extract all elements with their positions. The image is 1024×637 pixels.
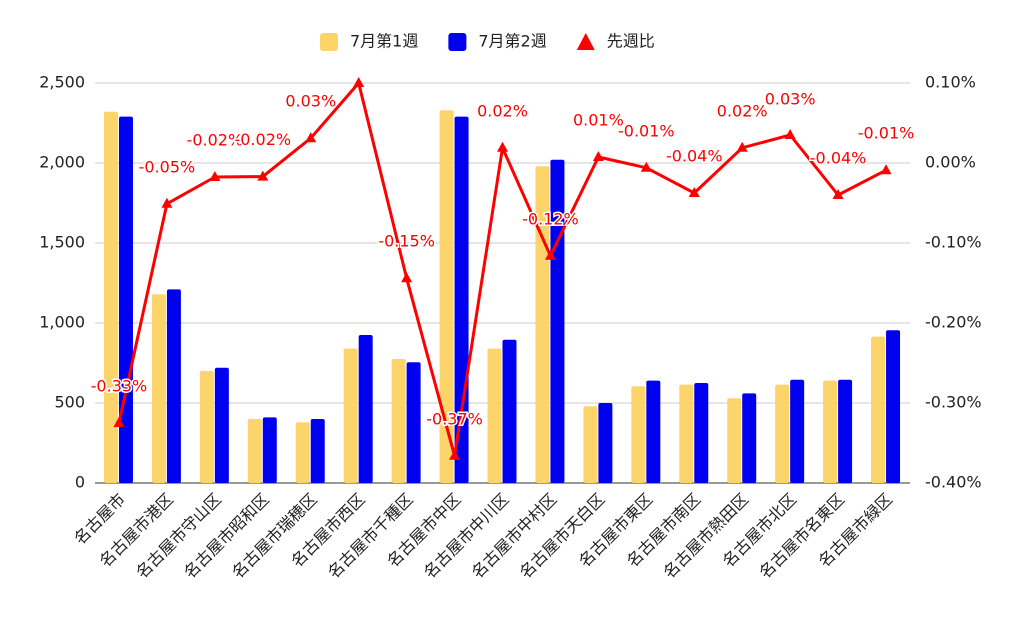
legend-label: 7月第1週 — [350, 32, 418, 51]
marker — [497, 141, 508, 152]
data-label: -0.37% — [426, 409, 483, 428]
bar — [742, 393, 757, 483]
marker — [544, 249, 556, 260]
data-label: -0.05% — [139, 157, 196, 176]
data-label: 0.03% — [285, 92, 336, 111]
marker — [784, 129, 796, 139]
marker — [209, 171, 221, 181]
bar — [790, 379, 805, 483]
bar — [247, 419, 262, 483]
x-tick-label: 名古屋市千種区 — [324, 490, 417, 583]
y2-tick-label: -0.30% — [925, 393, 982, 412]
bar — [838, 379, 853, 483]
marker — [640, 161, 652, 172]
legend-label: 先週比 — [607, 32, 655, 51]
x-tick-label: 名古屋市天白区 — [516, 490, 609, 583]
data-label: 0.02% — [717, 101, 768, 120]
y-tick-label: 0 — [75, 473, 85, 492]
bar — [391, 359, 406, 483]
y2-tick-label: -0.10% — [925, 233, 982, 252]
bar — [823, 380, 838, 483]
bar — [406, 362, 421, 483]
legend-swatch — [448, 33, 467, 51]
x-tick-label: 名古屋市瑞穂区 — [228, 490, 321, 583]
marker — [257, 170, 269, 181]
bar — [262, 417, 277, 483]
bar — [103, 111, 118, 484]
x-tick-label: 名古屋市昭和区 — [180, 490, 273, 583]
marker — [113, 417, 125, 427]
bar — [118, 116, 133, 483]
data-label: -0.01% — [858, 124, 915, 143]
y-tick-label: 2,500 — [39, 73, 85, 92]
marker — [305, 132, 317, 143]
x-tick-label: 名古屋市名東区 — [755, 490, 848, 583]
marker — [592, 151, 604, 161]
y-tick-label: 1,500 — [39, 233, 85, 252]
legend-swatch — [576, 33, 595, 50]
legend-label: 7月第2週 — [478, 32, 546, 51]
bar — [166, 289, 181, 483]
marker — [880, 164, 892, 175]
bar — [679, 384, 694, 483]
bar — [151, 294, 166, 483]
bar — [871, 336, 886, 483]
data-label: -0.02% — [187, 131, 244, 150]
y2-tick-label: -0.40% — [925, 473, 982, 492]
y-tick-label: 500 — [54, 393, 85, 412]
x-tick-label: 名古屋市中村区 — [468, 490, 561, 583]
y2-tick-label: -0.20% — [925, 313, 982, 332]
data-label: 0.03% — [765, 90, 816, 109]
data-label: -0.02% — [234, 130, 291, 149]
bar — [295, 422, 310, 483]
data-label: 0.02% — [477, 101, 528, 120]
bar — [646, 380, 661, 483]
x-tick-label: 名古屋市熱田区 — [660, 490, 753, 583]
bar — [550, 159, 565, 484]
bar — [487, 348, 502, 483]
x-tick-label: 名古屋市中川区 — [420, 490, 513, 583]
bar — [775, 384, 790, 483]
bar — [727, 398, 742, 483]
data-label: -0.01% — [618, 121, 675, 140]
bar — [439, 110, 454, 483]
x-tick-label: 名古屋市守山区 — [132, 490, 225, 583]
marker — [832, 189, 844, 199]
bar — [583, 406, 598, 483]
bar — [343, 348, 358, 483]
data-label: 0.01% — [573, 111, 624, 130]
bar — [310, 419, 325, 483]
marker — [353, 77, 365, 87]
marker — [161, 197, 173, 208]
y2-tick-label: 0.00% — [925, 153, 976, 172]
bar — [199, 371, 214, 483]
data-label: -0.33% — [91, 377, 148, 396]
bar — [631, 386, 646, 483]
bar — [886, 330, 901, 483]
marker — [401, 272, 413, 283]
marker — [688, 187, 700, 197]
y-tick-label: 2,000 — [39, 153, 85, 172]
bar — [598, 403, 613, 483]
y2-tick-label: 0.10% — [925, 73, 976, 92]
marker — [449, 449, 461, 460]
data-label: -0.04% — [810, 149, 867, 168]
bar — [358, 335, 373, 483]
data-label: -0.15% — [378, 232, 435, 251]
bar — [214, 367, 229, 483]
bar — [502, 339, 517, 483]
legend-swatch — [320, 33, 338, 51]
bar — [694, 383, 709, 483]
data-label: -0.12% — [522, 209, 579, 228]
data-label: -0.04% — [666, 147, 723, 166]
marker — [736, 141, 748, 152]
y-tick-label: 1,000 — [39, 313, 85, 332]
